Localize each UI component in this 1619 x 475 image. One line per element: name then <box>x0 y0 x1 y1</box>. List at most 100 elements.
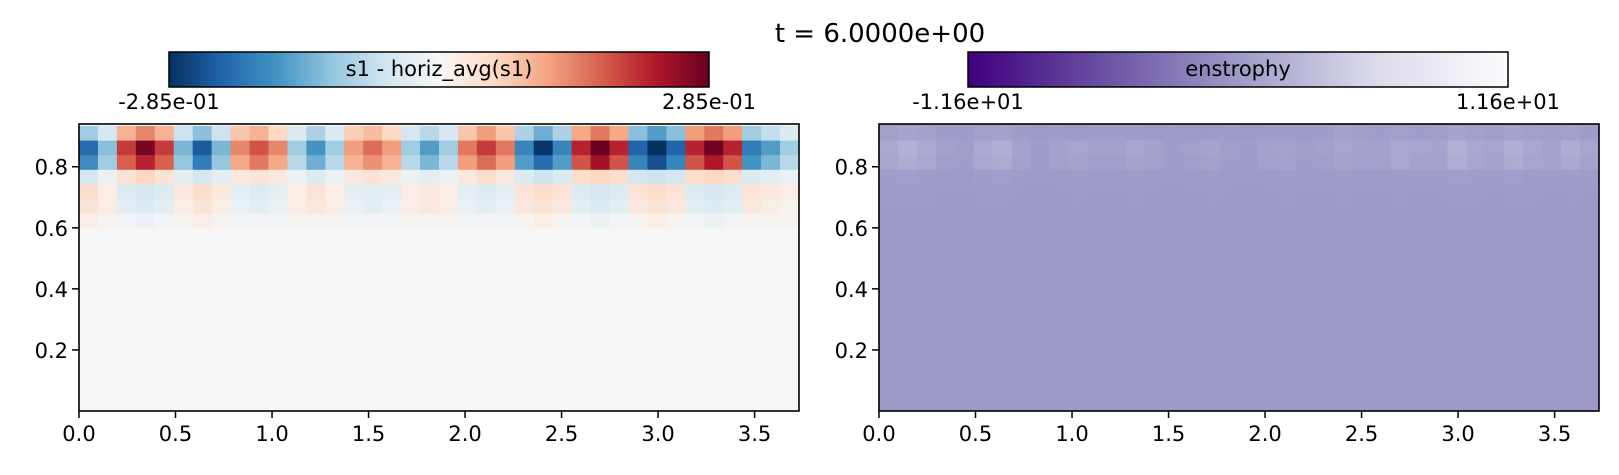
right-plot-frame <box>878 123 1600 412</box>
right-heatmap-cell <box>1580 169 1599 185</box>
right-heatmap-cell <box>1371 126 1392 142</box>
left-heatmap-cell <box>382 126 402 142</box>
right-heatmap-cell <box>1106 126 1126 142</box>
right-heatmap-cell <box>1333 140 1354 156</box>
right-heatmap-cell <box>973 199 994 215</box>
left-heatmap-cell <box>533 155 554 171</box>
right-heatmap-cell <box>992 126 1013 142</box>
left-x-tick-label: 2.5 <box>545 422 578 446</box>
right-heatmap-cell <box>1049 126 1070 142</box>
right-heatmap-cell <box>1409 126 1430 142</box>
left-heatmap-cell <box>723 140 743 156</box>
left-heatmap-cell <box>97 184 118 200</box>
right-heatmap-cell <box>1295 199 1316 215</box>
right-heatmap-cell <box>1220 199 1240 215</box>
left-colorbar <box>168 51 710 88</box>
left-heatmap-cell <box>514 199 535 215</box>
left-heatmap-cell <box>135 126 156 142</box>
right-heatmap-cell <box>1314 184 1335 200</box>
left-heatmap-cell <box>192 155 213 171</box>
right-heatmap-cell <box>1352 169 1373 185</box>
left-heatmap-cell <box>249 126 270 142</box>
right-heatmap-cell <box>1011 140 1032 156</box>
right-heatmap-cell <box>1333 169 1354 185</box>
right-heatmap-cell <box>1352 126 1373 142</box>
right-x-tick-label: 0.5 <box>959 422 992 446</box>
left-heatmap-cell <box>363 184 383 200</box>
left-heatmap-cell <box>761 213 781 229</box>
right-heatmap-cell <box>1276 199 1297 215</box>
right-heatmap-cell <box>1125 199 1145 215</box>
right-heatmap-cell <box>1239 155 1259 171</box>
left-heatmap-cell <box>325 169 345 185</box>
left-heatmap-cell <box>647 184 667 200</box>
left-heatmap-cell <box>154 169 175 185</box>
left-heatmap-cell <box>287 184 307 200</box>
left-heatmap-cell <box>192 169 213 185</box>
left-heatmap-cell <box>249 169 270 185</box>
left-heatmap-cell <box>230 140 251 156</box>
left-heatmap-cell <box>173 184 194 200</box>
left-heatmap-cell <box>571 155 592 171</box>
right-heatmap-cell <box>1447 140 1467 156</box>
left-heatmap-cell <box>685 184 705 200</box>
left-heatmap-cell <box>761 155 781 171</box>
right-heatmap-cell <box>1409 184 1430 200</box>
left-heatmap-cell <box>135 199 156 215</box>
left-heatmap-cell <box>135 184 156 200</box>
right-heatmap-cell <box>1276 140 1297 156</box>
right-x-tick-label: 3.0 <box>1441 422 1474 446</box>
left-heatmap-cell <box>97 126 118 142</box>
right-x-tick-label: 1.0 <box>1055 422 1088 446</box>
left-heatmap-cell <box>571 184 592 200</box>
right-heatmap-cell <box>879 126 899 142</box>
right-heatmap-cell <box>1371 155 1392 171</box>
right-heatmap-cell <box>1428 140 1449 156</box>
right-heatmap-cell <box>1201 184 1221 200</box>
left-heatmap-cell <box>666 140 686 156</box>
right-heatmap-cell <box>1542 199 1562 215</box>
right-heatmap-cell <box>916 126 937 142</box>
right-heatmap-cell <box>973 140 994 156</box>
right-heatmap-cell <box>1409 140 1430 156</box>
right-heatmap-cell <box>1428 169 1449 185</box>
left-heatmap-cell <box>552 199 573 215</box>
right-heatmap-cell <box>916 169 937 185</box>
right-heatmap-cell <box>1182 199 1202 215</box>
left-heatmap-cell <box>249 155 270 171</box>
right-heatmap-cell <box>1466 155 1486 171</box>
left-heatmap-cell <box>590 199 611 215</box>
right-heatmap-cell <box>1580 155 1599 171</box>
right-heatmap-cell <box>1220 140 1240 156</box>
left-heatmap-cell <box>533 184 554 200</box>
left-heatmap-cell <box>363 169 383 185</box>
right-heatmap-cell <box>1125 126 1145 142</box>
right-heatmap-cell <box>1295 140 1316 156</box>
left-heatmap-cell <box>723 199 743 215</box>
left-heatmap-cell <box>552 155 573 171</box>
left-heatmap-cell <box>666 199 686 215</box>
left-x-tick-label: 0.0 <box>62 422 95 446</box>
right-x-tick-label: 2.0 <box>1248 422 1281 446</box>
left-heatmap-cell <box>173 199 194 215</box>
left-heatmap-cell <box>552 140 573 156</box>
left-heatmap-cell <box>154 184 175 200</box>
left-heatmap-cell <box>628 199 649 215</box>
right-heatmap-cell <box>879 155 899 171</box>
left-heatmap-cell <box>780 126 799 142</box>
right-heatmap-cell <box>1030 140 1051 156</box>
left-heatmap-cell <box>79 184 99 200</box>
left-heatmap-cell <box>344 140 364 156</box>
left-heatmap-cell <box>306 213 326 229</box>
left-heatmap-cell <box>628 140 649 156</box>
right-heatmap-cell <box>954 169 975 185</box>
left-heatmap-cell <box>590 155 611 171</box>
left-heatmap-cell <box>723 169 743 185</box>
right-heatmap-cell <box>1295 184 1316 200</box>
right-heatmap-cell <box>1333 126 1354 142</box>
left-heatmap-cell <box>363 213 383 229</box>
left-heatmap-cell <box>401 140 421 156</box>
left-heatmap-cell <box>230 199 251 215</box>
right-x-tick-label: 0.0 <box>862 422 895 446</box>
